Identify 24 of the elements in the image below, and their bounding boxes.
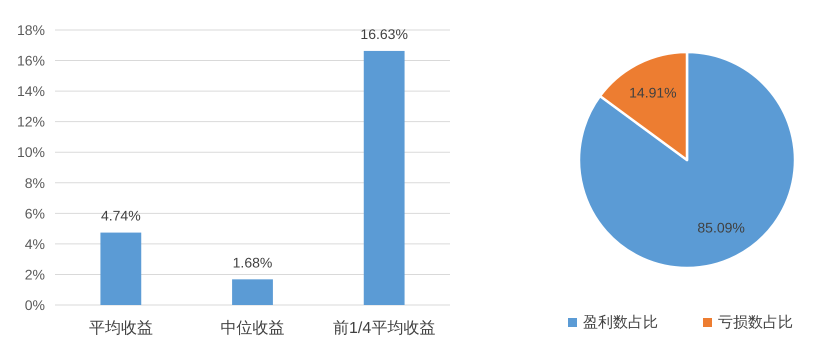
data-label: 4.74% [100, 208, 141, 224]
x-tick-label: 平均收益 [88, 319, 153, 337]
x-tick-label: 中位收益 [220, 319, 284, 337]
y-tick-label: 8% [24, 174, 45, 191]
data-label: 14.91% [629, 84, 677, 101]
y-tick-label: 2% [24, 266, 45, 282]
y-tick-label: 16% [16, 52, 45, 69]
data-label: 16.63% [360, 26, 408, 42]
y-tick-label: 18% [16, 22, 45, 38]
y-tick-label: 12% [16, 114, 45, 130]
pie-slice [578, 50, 796, 270]
data-label: 1.68% [232, 254, 272, 270]
y-tick-label: 0% [24, 297, 45, 313]
y-tick-label: 10% [16, 144, 45, 160]
bar [232, 279, 273, 305]
legend-label: 亏损数占比 [718, 314, 793, 331]
y-tick-label: 14% [16, 83, 45, 100]
y-tick-label: 4% [24, 236, 45, 252]
bar [100, 232, 142, 305]
bar [364, 50, 405, 305]
legend-label: 盈利数占比 [583, 314, 658, 331]
x-tick-label: 前1/4平均收益 [333, 319, 436, 337]
data-label: 85.09% [697, 219, 745, 236]
y-tick-label: 6% [24, 205, 45, 222]
